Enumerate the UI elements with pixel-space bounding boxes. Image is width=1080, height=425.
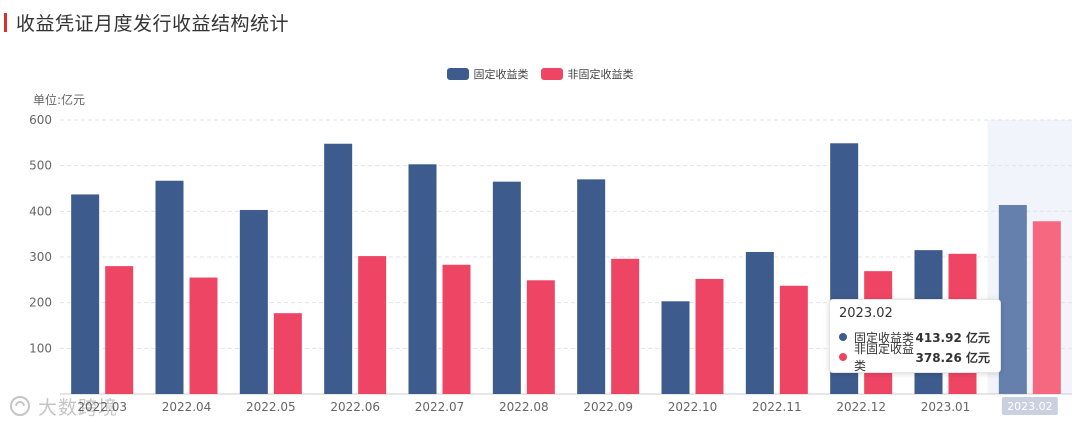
bar-nonfixed xyxy=(779,285,808,394)
x-tick-label: 2022.11 xyxy=(752,400,802,414)
x-tick-label: 2022.06 xyxy=(330,400,380,414)
chart-tooltip: 2023.02 固定收益类 413.92 亿元 非固定收益类 378.26 亿元 xyxy=(829,299,1001,373)
chart-title-bar: 收益凭证月度发行收益结构统计 xyxy=(4,8,289,36)
legend-label-nonfixed: 非固定收益类 xyxy=(567,68,634,81)
x-tick-label: 2022.09 xyxy=(583,400,633,414)
x-tick-label: 2023.01 xyxy=(921,400,971,414)
x-tick-label: 2022.07 xyxy=(415,400,465,414)
y-tick-label: 300 xyxy=(29,250,52,264)
x-tick-label: 2022.08 xyxy=(499,400,549,414)
y-tick-label: 400 xyxy=(29,204,52,218)
bar-fixed xyxy=(577,179,606,394)
legend-label-fixed: 固定收益类 xyxy=(473,68,529,81)
y-axis-unit-label: 单位:亿元 xyxy=(33,93,86,107)
tooltip-value-nonfixed: 378.26 亿元 xyxy=(915,350,991,365)
tooltip-title: 2023.02 xyxy=(839,306,893,321)
bar-nonfixed xyxy=(358,256,387,394)
legend-item-fixed[interactable]: 固定收益类 xyxy=(446,66,529,82)
y-tick-label: 100 xyxy=(29,341,52,355)
bar-nonfixed xyxy=(105,266,134,394)
bar-fixed xyxy=(745,251,774,394)
legend-swatch-nonfixed xyxy=(540,68,563,80)
tooltip-name-nonfixed: 非固定收益类 xyxy=(854,342,915,373)
bar-fixed xyxy=(492,181,521,394)
chart-title: 收益凭证月度发行收益结构统计 xyxy=(16,12,290,35)
legend-item-nonfixed[interactable]: 非固定收益类 xyxy=(540,66,634,82)
bar-fixed xyxy=(408,164,437,394)
tooltip-row-fixed: 固定收益类 413.92 亿元 xyxy=(839,327,990,347)
bar-nonfixed xyxy=(695,278,724,394)
bar-nonfixed xyxy=(442,264,471,394)
bar-nonfixed xyxy=(273,313,302,394)
tooltip-row-nonfixed: 非固定收益类 378.26 亿元 xyxy=(839,342,991,373)
x-tick-label: 2022.05 xyxy=(246,400,296,414)
bar-fixed xyxy=(155,180,184,394)
chart-legend: 固定收益类 非固定收益类 xyxy=(0,66,1080,82)
bar-nonfixed xyxy=(611,258,640,394)
watermark-logo-icon xyxy=(10,396,30,416)
y-tick-label: 600 xyxy=(29,113,52,127)
watermark-text: 大数跨境 xyxy=(38,396,119,419)
x-tick-highlight-bg xyxy=(1001,397,1058,415)
tooltip-dot-nonfixed xyxy=(839,353,847,361)
watermark: 大数跨境 xyxy=(8,393,118,419)
bar-fixed xyxy=(998,204,1027,394)
x-tick-label: 2023.02 xyxy=(1007,400,1053,413)
y-tick-label: 200 xyxy=(29,296,52,310)
tooltip-value-fixed: 413.92 亿元 xyxy=(915,330,991,345)
bar-fixed xyxy=(324,143,353,394)
y-tick-label: 500 xyxy=(29,159,52,173)
tooltip-name-fixed: 固定收益类 xyxy=(854,330,915,345)
x-tick-label: 2022.04 xyxy=(162,400,212,414)
bar-nonfixed xyxy=(526,280,555,394)
bar-nonfixed xyxy=(189,277,218,394)
x-tick-label: 2022.03 xyxy=(77,400,127,414)
tooltip-dot-fixed xyxy=(839,333,847,341)
x-tick-label: 2022.12 xyxy=(836,400,886,414)
bar-fixed xyxy=(71,194,100,394)
bar-fixed xyxy=(661,301,690,394)
title-accent-bar xyxy=(4,12,7,32)
bar-nonfixed xyxy=(1032,221,1061,394)
x-tick-label: 2022.10 xyxy=(668,400,718,414)
legend-swatch-fixed xyxy=(446,68,469,80)
bar-fixed xyxy=(239,209,268,394)
